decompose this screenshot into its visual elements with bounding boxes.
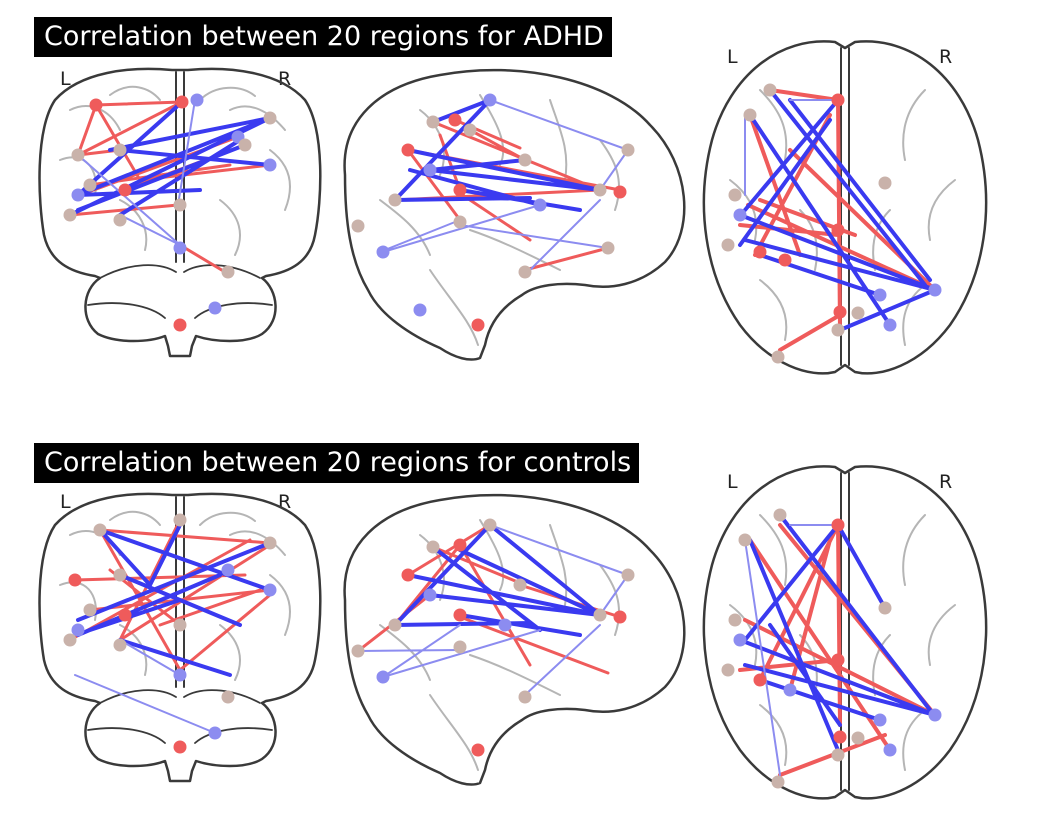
coronal-view xyxy=(38,67,322,358)
coronal-nodes xyxy=(63,93,277,332)
axial-right-label: R xyxy=(939,471,953,493)
coronal-cerebellum xyxy=(87,264,273,319)
axial-left-label: L xyxy=(727,471,738,493)
axial-nodes xyxy=(721,508,942,789)
coronal-view xyxy=(38,492,322,783)
coronal-cerebellum xyxy=(87,689,273,744)
coronal-left-label: L xyxy=(60,68,71,90)
sagittal-brain-outline xyxy=(343,493,686,786)
axial-connections xyxy=(738,88,937,352)
brain-views xyxy=(38,465,988,800)
axial-view xyxy=(702,465,988,800)
coronal-nodes xyxy=(63,513,277,754)
sagittal-brain-outline xyxy=(343,68,686,361)
panel-title: Correlation between 20 regions for contr… xyxy=(34,443,640,483)
panel-adhd: Correlation between 20 regions for ADHD … xyxy=(34,17,988,375)
axial-nodes xyxy=(721,83,942,364)
brain-views xyxy=(38,40,988,375)
axial-right-label: R xyxy=(939,46,953,68)
sagittal-connections xyxy=(379,98,629,272)
sagittal-connections xyxy=(356,523,629,696)
axial-view xyxy=(702,40,988,375)
coronal-brain-outline xyxy=(38,492,322,783)
axial-connections xyxy=(738,513,937,777)
axial-brain-outline xyxy=(702,465,988,800)
coronal-connections xyxy=(68,518,272,734)
coronal-brain-outline xyxy=(38,67,322,358)
sagittal-sulci xyxy=(379,519,620,771)
sagittal-view xyxy=(343,68,686,361)
sagittal-nodes xyxy=(351,518,635,757)
panel-title: Correlation between 20 regions for ADHD xyxy=(34,17,612,57)
panel-controls: Correlation between 20 regions for contr… xyxy=(0,419,1048,838)
axial-brain-outline xyxy=(702,40,988,375)
sagittal-view xyxy=(343,493,686,786)
coronal-connections xyxy=(68,99,272,274)
coronal-right-label: R xyxy=(278,68,292,90)
sagittal-nodes xyxy=(351,93,635,332)
axial-left-label: L xyxy=(727,46,738,68)
coronal-left-label: L xyxy=(60,491,71,513)
